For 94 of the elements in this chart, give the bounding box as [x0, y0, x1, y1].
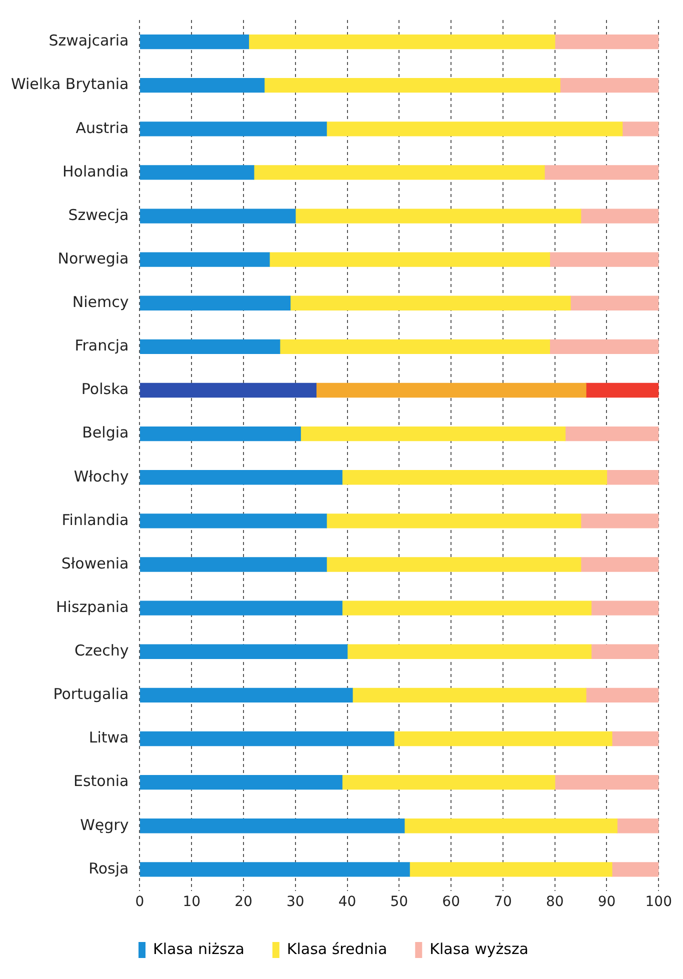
y-tick-label: Francja	[74, 336, 129, 355]
bar	[554, 774, 659, 790]
bar	[326, 122, 623, 136]
bar	[586, 382, 659, 398]
bar	[590, 644, 659, 659]
bar	[580, 514, 659, 528]
bar	[580, 208, 659, 224]
bar	[612, 862, 659, 877]
x-tick-label: 40	[338, 894, 356, 910]
y-tick-label: Szwecja	[68, 206, 129, 224]
x-tick-label: 70	[494, 894, 512, 910]
bar	[140, 382, 316, 398]
bar	[140, 862, 410, 877]
bar	[140, 165, 254, 180]
bar	[140, 688, 353, 703]
y-tick-label: Norwegia	[58, 249, 129, 268]
bar	[140, 557, 327, 572]
bar	[264, 78, 560, 93]
y-tick-label: Czechy	[74, 642, 129, 660]
x-tick-label: 30	[286, 894, 304, 910]
bar	[326, 557, 582, 572]
bar	[616, 818, 659, 834]
bar	[140, 78, 265, 93]
bar	[140, 34, 250, 50]
y-tick-label: Finlandia	[62, 510, 129, 529]
bar	[549, 339, 659, 354]
bar	[346, 644, 592, 659]
y-tick-label: Węgry	[80, 816, 129, 834]
bar	[140, 774, 342, 790]
x-tick-label: 90	[598, 894, 616, 910]
bar	[300, 426, 566, 442]
bar	[140, 731, 394, 746]
y-tick-label: Portugalia	[53, 685, 129, 704]
bar	[342, 600, 592, 616]
y-tick-label: Rosja	[88, 859, 129, 878]
bar	[554, 34, 659, 50]
y-tick-label: Belgia	[82, 424, 129, 442]
bar	[622, 122, 659, 136]
x-tick-label: 10	[182, 894, 201, 910]
bar	[140, 252, 270, 267]
y-tick-label: Holandia	[62, 162, 129, 180]
legend-label: Klasa niższa	[152, 940, 244, 958]
bar	[342, 470, 608, 485]
y-tick-label: Litwa	[88, 728, 129, 747]
bar	[140, 600, 342, 616]
bar	[140, 514, 327, 528]
y-tick-label: Estonia	[74, 772, 129, 790]
bar	[409, 862, 612, 877]
x-tick-label: 20	[234, 894, 252, 910]
y-tick-label: Słowenia	[61, 554, 129, 572]
bar	[590, 600, 659, 616]
legend-label: Klasa wyższa	[430, 940, 529, 958]
bar	[140, 818, 405, 834]
bar	[290, 296, 571, 310]
bar	[394, 731, 612, 746]
bar	[269, 252, 550, 267]
bar	[140, 644, 348, 659]
bar	[140, 470, 342, 485]
x-tick-label: 50	[390, 894, 408, 910]
bar	[140, 296, 291, 310]
bar	[352, 688, 586, 703]
bar	[295, 208, 582, 224]
bar	[140, 208, 296, 224]
bar	[248, 34, 556, 50]
bar	[404, 818, 618, 834]
bar	[586, 688, 659, 703]
bar	[570, 296, 659, 310]
bar	[612, 731, 659, 746]
y-tick-label: Hiszpania	[56, 598, 129, 616]
bar	[316, 382, 586, 398]
y-tick-label: Polska	[81, 380, 129, 398]
bar	[580, 557, 659, 572]
bar	[564, 426, 659, 442]
bar	[560, 78, 659, 93]
x-tick-label: 60	[442, 894, 460, 910]
bar	[326, 514, 582, 528]
x-tick-label: 0	[135, 894, 144, 910]
bar	[280, 339, 550, 354]
bar	[254, 165, 545, 180]
bar	[140, 339, 280, 354]
bar	[342, 774, 556, 790]
x-tick-label: 100	[645, 894, 672, 910]
bar	[544, 165, 659, 180]
y-tick-label: Austria	[76, 118, 129, 137]
x-tick-label: 80	[546, 894, 564, 910]
y-tick-label: Szwajcaria	[48, 32, 129, 50]
bar	[606, 470, 659, 485]
y-tick-label: Niemcy	[72, 293, 129, 312]
bar	[549, 252, 659, 267]
bar	[140, 426, 301, 442]
y-tick-label: Wielka Brytania	[10, 75, 129, 94]
legend-label: Klasa średnia	[286, 940, 388, 958]
y-tick-label: Włochy	[74, 467, 129, 486]
bar	[140, 122, 327, 136]
